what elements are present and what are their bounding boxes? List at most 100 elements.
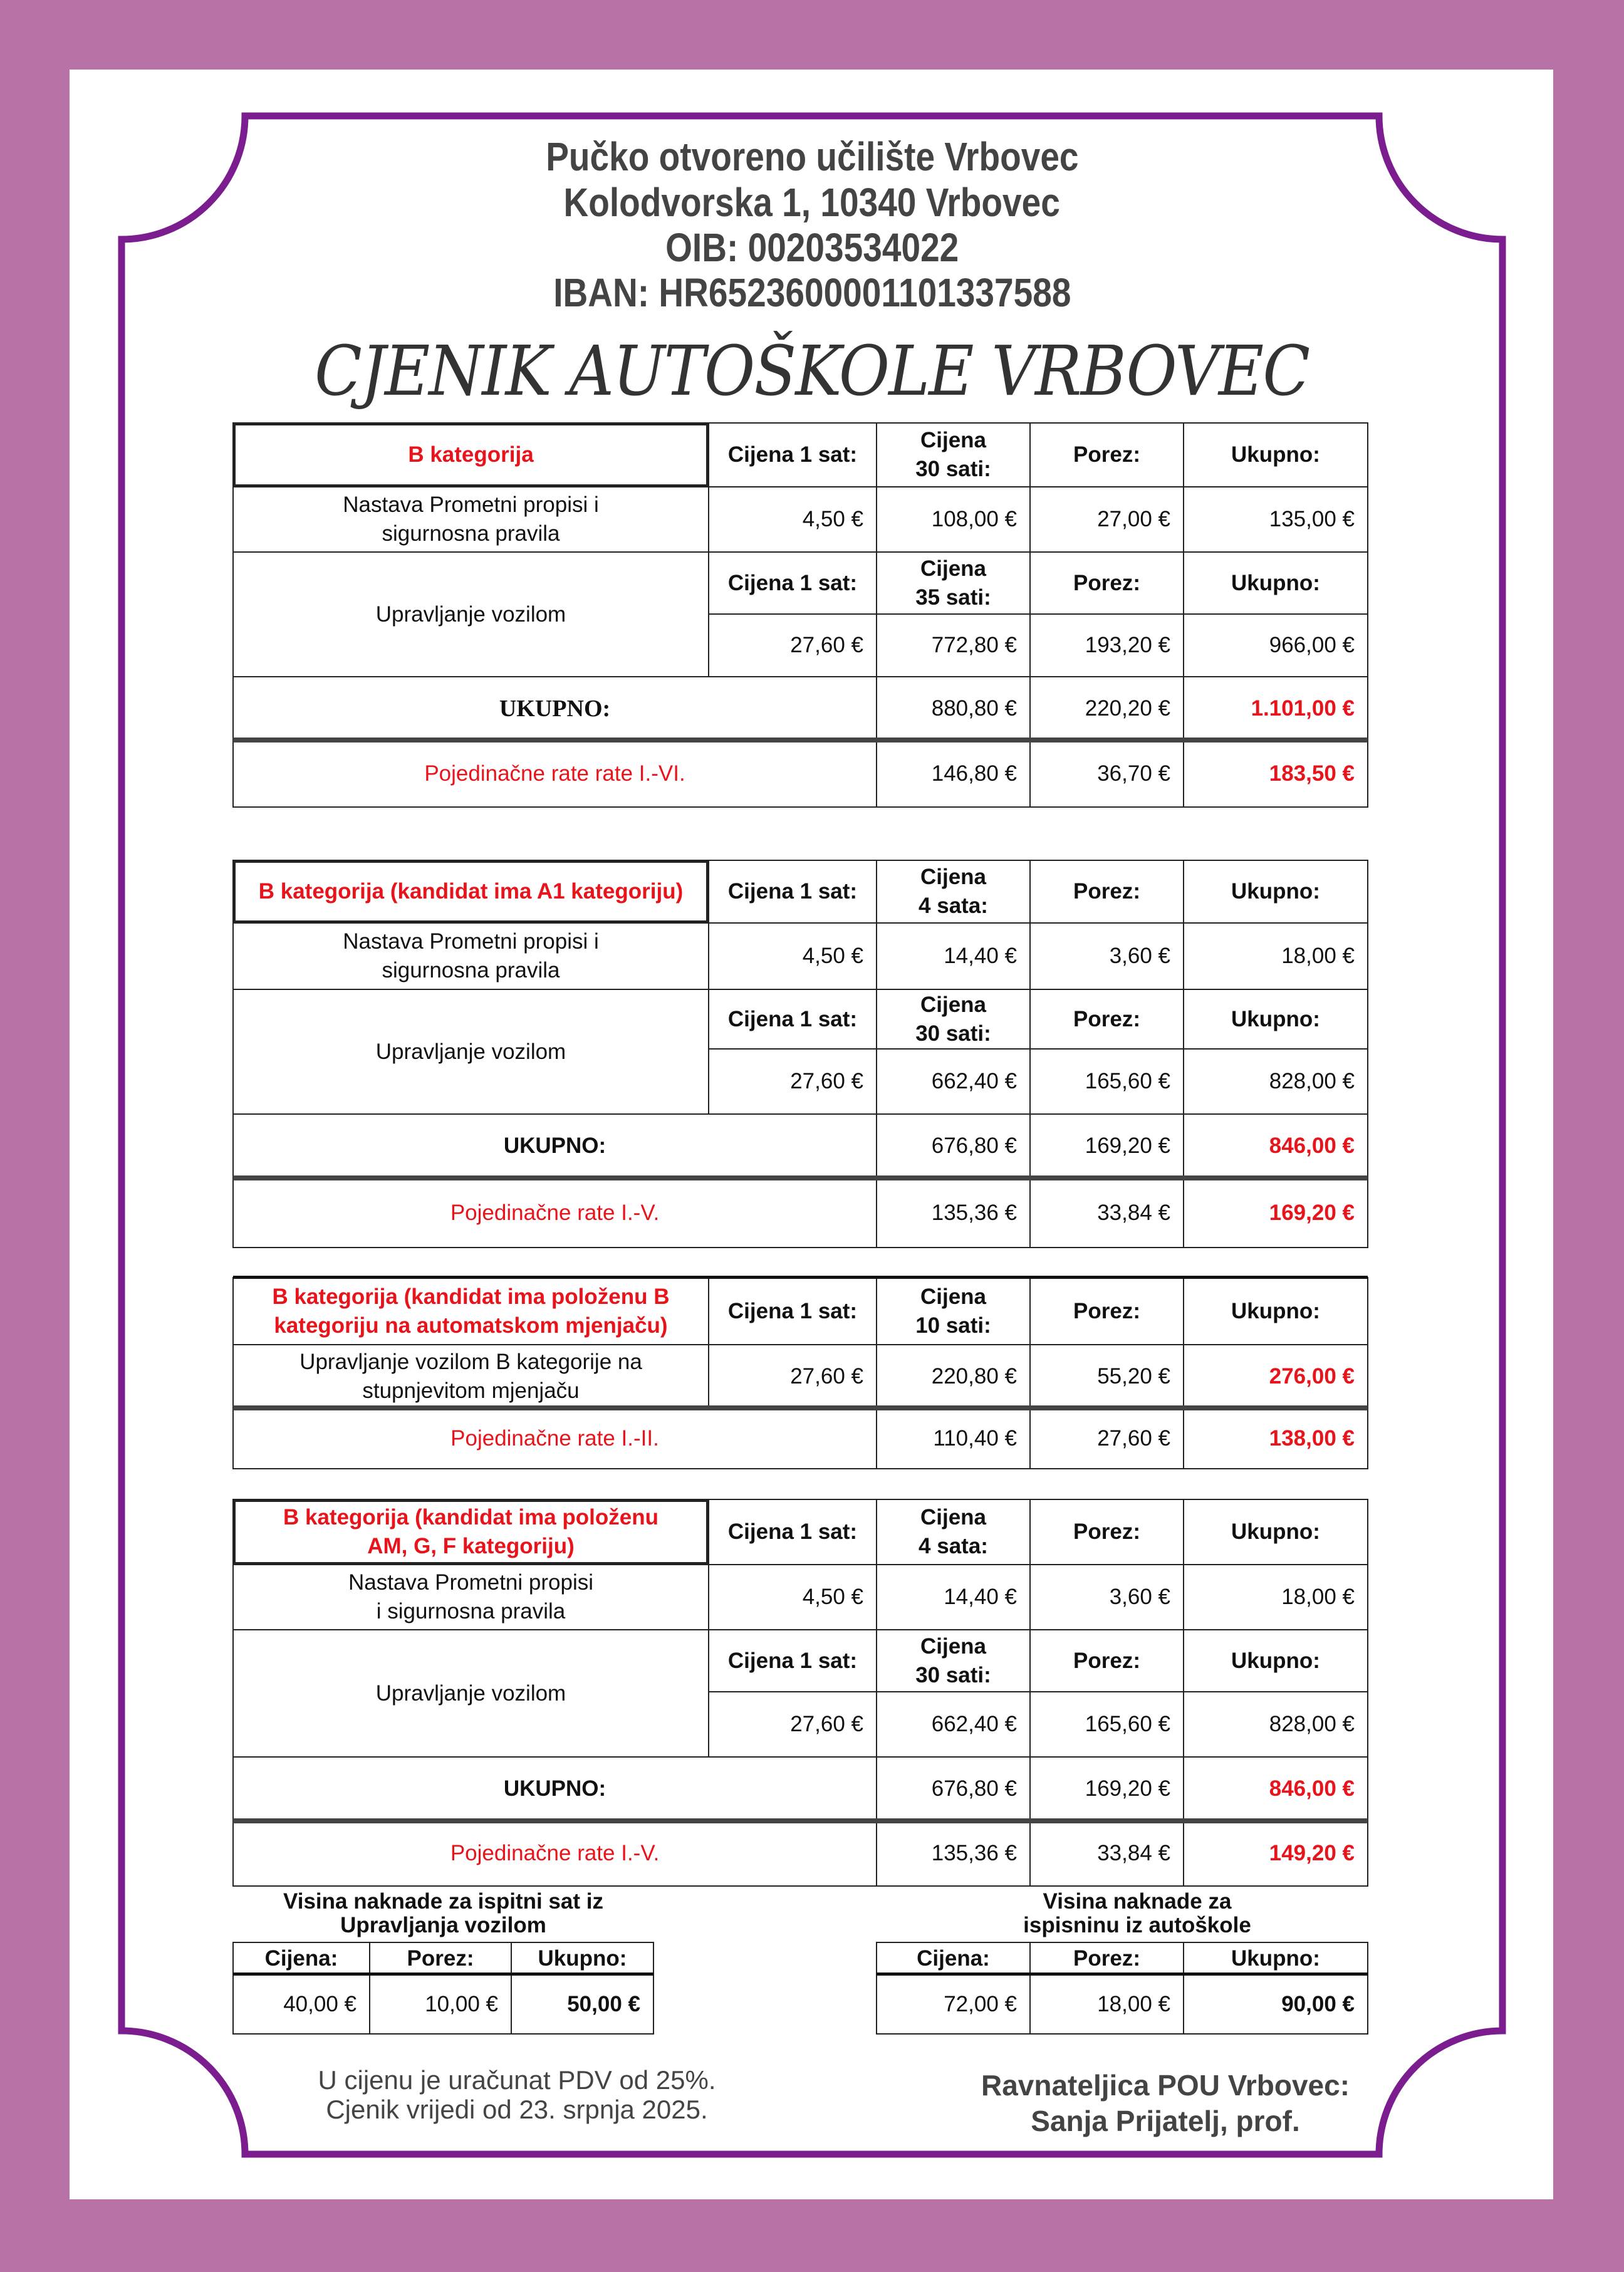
- price-value: 3,60 €: [1029, 1564, 1184, 1630]
- fee-caption: Visina naknade za ispitni sat iz Upravlj…: [283, 1889, 603, 1937]
- price-value: 146,80 €: [876, 739, 1031, 808]
- header-tax: Porez:: [1029, 860, 1184, 924]
- price-value: 169,20 €: [1029, 1756, 1184, 1821]
- header-hours-price: Cijena 30 sati:: [876, 989, 1031, 1050]
- row-label-theory: Nastava Prometni propisi i sigurnosna pr…: [232, 922, 709, 990]
- section-divider: [233, 737, 1368, 743]
- fee-value: 50,00 €: [511, 1974, 654, 2035]
- header-price-hour: Cijena 1 sat:: [708, 860, 877, 924]
- price-value: 135,36 €: [876, 1820, 1031, 1887]
- price-value: 138,00 €: [1183, 1407, 1368, 1469]
- header-total: Ukupno:: [1183, 860, 1368, 924]
- price-value: 846,00 €: [1183, 1756, 1368, 1821]
- oib-text: OIB: 00203534022: [665, 225, 959, 270]
- price-value: 33,84 €: [1029, 1177, 1184, 1248]
- price-value: 165,60 €: [1029, 1048, 1184, 1115]
- row-label-installments: Pojedinačne rate I.-V.: [232, 1820, 877, 1887]
- header-tax: Porez:: [1029, 422, 1184, 487]
- institution-oib: OIB: 00203534022: [0, 225, 1624, 270]
- fee-value: 10,00 €: [369, 1974, 512, 2035]
- row-label-driving: Upravljanje vozilom: [232, 989, 709, 1115]
- price-value: 662,40 €: [876, 1048, 1031, 1115]
- header-hours-price: Cijena 30 sati:: [876, 1629, 1031, 1692]
- price-value: 4,50 €: [708, 486, 877, 553]
- header-tax: Porez:: [1029, 1629, 1184, 1692]
- fee-value: 18,00 €: [1029, 1974, 1184, 2035]
- header-tax: Porez:: [1029, 1277, 1184, 1345]
- institution-name-text: Pučko otvoreno učilište Vrbovec: [545, 134, 1079, 179]
- institution-iban: IBAN: HR6523600001101337588: [0, 270, 1624, 315]
- price-value: 169,20 €: [1029, 1113, 1184, 1179]
- table-title: B kategorija (kandidat ima položenu AM, …: [232, 1499, 709, 1565]
- fee-header: Cijena:: [876, 1942, 1031, 1975]
- price-value: 1.101,00 €: [1183, 676, 1368, 741]
- institution-address: Kolodvorska 1, 10340 Vrbovec: [0, 180, 1624, 225]
- fee-header: Porez:: [369, 1942, 512, 1975]
- table-title: B kategorija (kandidat ima A1 kategoriju…: [232, 860, 709, 924]
- vat-note: U cijenu je uračunat PDV od 25%. Cjenik …: [318, 2065, 716, 2124]
- header-total: Ukupno:: [1183, 551, 1368, 615]
- fee-value: 72,00 €: [876, 1974, 1031, 2035]
- fee-header: Cijena:: [232, 1942, 370, 1975]
- price-value: 3,60 €: [1029, 922, 1184, 990]
- signature: Ravnateljica POU Vrbovec: Sanja Prijatel…: [981, 2069, 1350, 2137]
- price-value: 828,00 €: [1183, 1048, 1368, 1115]
- row-label-installments: Pojedinačne rate rate I.-VI.: [232, 739, 877, 808]
- price-value: 27,00 €: [1029, 486, 1184, 553]
- price-value: 108,00 €: [876, 486, 1031, 553]
- price-value: 27,60 €: [708, 613, 877, 677]
- row-label-theory: Nastava Prometni propisi i sigurnosna pr…: [232, 486, 709, 553]
- row-label-driving: Upravljanje vozilom: [232, 1629, 709, 1758]
- header-hours-price: Cijena 30 sati:: [876, 422, 1031, 487]
- header-price-hour: Cijena 1 sat:: [708, 989, 877, 1050]
- header-total: Ukupno:: [1183, 422, 1368, 487]
- header-price-hour: Cijena 1 sat:: [708, 1499, 877, 1565]
- row-label-installments: Pojedinačne rate I.-II.: [232, 1407, 877, 1469]
- price-value: 27,60 €: [708, 1691, 877, 1758]
- section-divider: [233, 1175, 1368, 1180]
- price-value: 220,20 €: [1029, 676, 1184, 741]
- header-price-hour: Cijena 1 sat:: [708, 1629, 877, 1692]
- header-total: Ukupno:: [1183, 1499, 1368, 1565]
- page-title-text: CJENIK AUTOŠKOLE VRBOVEC: [315, 331, 1310, 411]
- price-value: 14,40 €: [876, 922, 1031, 990]
- price-value: 772,80 €: [876, 613, 1031, 677]
- price-value: 662,40 €: [876, 1691, 1031, 1758]
- price-value: 220,80 €: [876, 1344, 1031, 1409]
- price-value: 14,40 €: [876, 1564, 1031, 1630]
- price-value: 880,80 €: [876, 676, 1031, 741]
- section-divider: [233, 1818, 1368, 1823]
- price-value: 276,00 €: [1183, 1344, 1368, 1409]
- header-hours-price: Cijena 10 sati:: [876, 1277, 1031, 1345]
- row-label-total: UKUPNO:: [232, 1756, 877, 1821]
- header-price-hour: Cijena 1 sat:: [708, 422, 877, 487]
- price-value: 4,50 €: [708, 922, 877, 990]
- table-title: B kategorija (kandidat ima položenu B ka…: [232, 1277, 709, 1345]
- price-value: 149,20 €: [1183, 1820, 1368, 1887]
- row-label-installments: Pojedinačne rate I.-V.: [232, 1177, 877, 1248]
- fee-header: Ukupno:: [1183, 1942, 1368, 1975]
- price-value: 846,00 €: [1183, 1113, 1368, 1179]
- header-tax: Porez:: [1029, 1499, 1184, 1565]
- price-value: 27,60 €: [1029, 1407, 1184, 1469]
- price-value: 828,00 €: [1183, 1691, 1368, 1758]
- row-label-driving: Upravljanje vozilom: [232, 551, 709, 677]
- header-hours-price: Cijena 35 sati:: [876, 551, 1031, 615]
- price-value: 169,20 €: [1183, 1177, 1368, 1248]
- institution-name: Pučko otvoreno učilište Vrbovec: [0, 134, 1624, 179]
- price-value: 36,70 €: [1029, 739, 1184, 808]
- row-label-total: UKUPNO:: [232, 676, 877, 741]
- header-total: Ukupno:: [1183, 989, 1368, 1050]
- page-title: CJENIK AUTOŠKOLE VRBOVEC: [0, 331, 1624, 411]
- price-value: 193,20 €: [1029, 613, 1184, 677]
- row-label-driving: Upravljanje vozilom B kategorije na stup…: [232, 1344, 709, 1409]
- price-value: 18,00 €: [1183, 922, 1368, 990]
- price-value: 18,00 €: [1183, 1564, 1368, 1630]
- price-value: 4,50 €: [708, 1564, 877, 1630]
- price-value: 966,00 €: [1183, 613, 1368, 677]
- price-value: 27,60 €: [708, 1048, 877, 1115]
- address-text: Kolodvorska 1, 10340 Vrbovec: [563, 180, 1061, 225]
- header-hours-price: Cijena 4 sata:: [876, 1499, 1031, 1565]
- fee-header: Porez:: [1029, 1942, 1184, 1975]
- price-value: 27,60 €: [708, 1344, 877, 1409]
